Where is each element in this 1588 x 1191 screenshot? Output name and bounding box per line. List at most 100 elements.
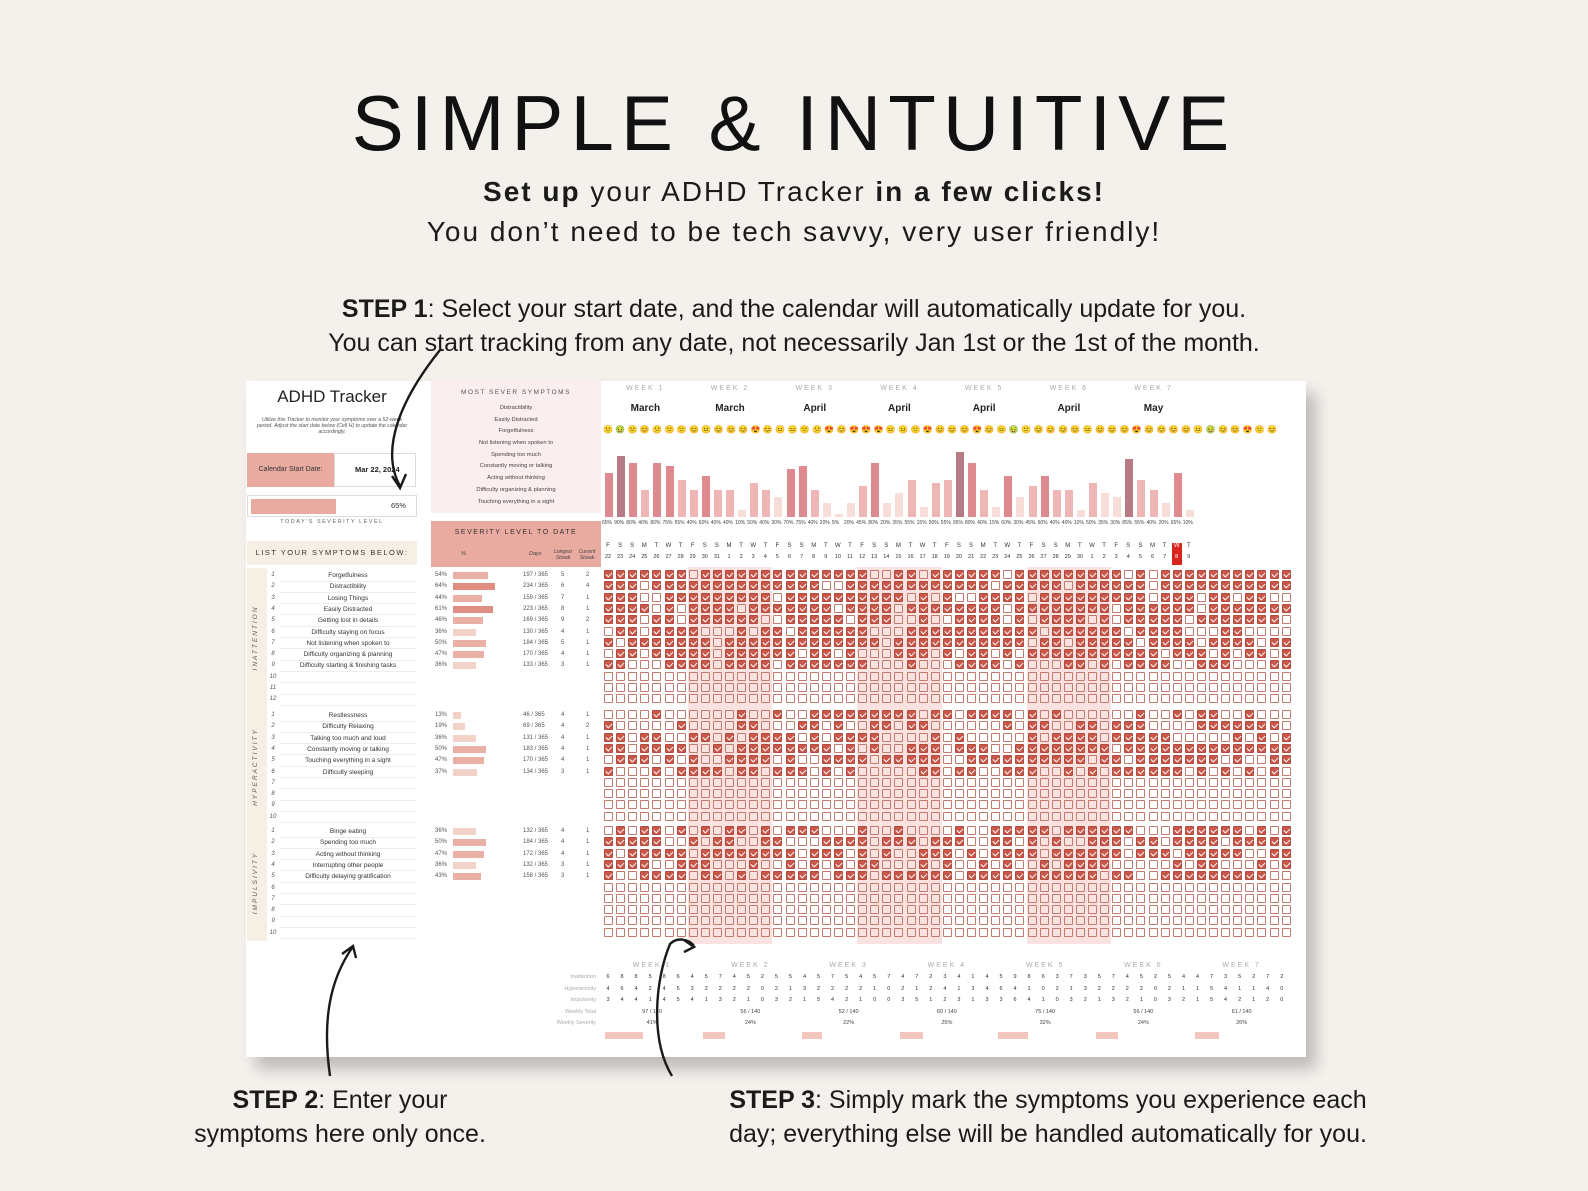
- day-checkbox[interactable]: [1124, 811, 1134, 821]
- day-checkbox[interactable]: [942, 848, 952, 858]
- day-checkbox[interactable]: [930, 649, 940, 659]
- day-checkbox[interactable]: [809, 916, 819, 926]
- day-checkbox[interactable]: [1003, 905, 1013, 915]
- day-checkbox[interactable]: [1184, 916, 1194, 926]
- day-checkbox[interactable]: [1039, 710, 1049, 719]
- day-checkbox[interactable]: [821, 615, 831, 625]
- day-checkbox[interactable]: [1088, 721, 1097, 731]
- day-checkbox[interactable]: [1124, 592, 1134, 602]
- day-checkbox[interactable]: [652, 826, 662, 835]
- day-checkbox[interactable]: [676, 871, 686, 881]
- day-checkbox[interactable]: [918, 837, 928, 847]
- day-checkbox[interactable]: [1148, 581, 1158, 591]
- day-checkbox[interactable]: [1209, 732, 1218, 742]
- day-checkbox[interactable]: [616, 927, 626, 937]
- day-checkbox[interactable]: [1184, 848, 1194, 858]
- day-checkbox[interactable]: [1221, 755, 1231, 765]
- day-checkbox[interactable]: [1196, 848, 1206, 858]
- day-checkbox[interactable]: [930, 882, 940, 892]
- day-checkbox[interactable]: [821, 732, 831, 742]
- day-checkbox[interactable]: [1003, 581, 1013, 591]
- day-checkbox[interactable]: [676, 848, 686, 858]
- day-checkbox[interactable]: [700, 603, 710, 613]
- day-checkbox[interactable]: [1088, 789, 1097, 799]
- day-checkbox[interactable]: [1233, 626, 1243, 636]
- day-checkbox[interactable]: [1281, 743, 1291, 753]
- day-checkbox[interactable]: [894, 732, 904, 742]
- day-checkbox[interactable]: [1088, 683, 1097, 692]
- day-checkbox[interactable]: [773, 660, 783, 670]
- day-checkbox[interactable]: [797, 683, 807, 692]
- day-checkbox[interactable]: [833, 826, 843, 835]
- day-checkbox[interactable]: [1015, 637, 1025, 647]
- day-checkbox[interactable]: [979, 871, 989, 881]
- day-checkbox[interactable]: [1257, 882, 1267, 892]
- day-checkbox[interactable]: [1027, 916, 1037, 926]
- day-checkbox[interactable]: [1233, 743, 1243, 753]
- day-checkbox[interactable]: [846, 637, 855, 647]
- day-checkbox[interactable]: [664, 893, 674, 903]
- day-checkbox[interactable]: [676, 811, 686, 821]
- day-checkbox[interactable]: [773, 615, 783, 625]
- day-checkbox[interactable]: [846, 811, 855, 821]
- day-checkbox[interactable]: [858, 837, 868, 847]
- day-checkbox[interactable]: [882, 859, 892, 869]
- day-checkbox[interactable]: [1051, 882, 1061, 892]
- day-checkbox[interactable]: [1124, 916, 1134, 926]
- day-checkbox[interactable]: [1075, 811, 1085, 821]
- day-checkbox[interactable]: [1027, 732, 1037, 742]
- day-checkbox[interactable]: [1257, 743, 1267, 753]
- day-checkbox[interactable]: [809, 732, 819, 742]
- day-checkbox[interactable]: [1257, 848, 1267, 858]
- day-checkbox[interactable]: [1221, 694, 1231, 704]
- day-checkbox[interactable]: [1160, 755, 1170, 765]
- day-checkbox[interactable]: [906, 893, 916, 903]
- day-checkbox[interactable]: [652, 766, 662, 776]
- day-checkbox[interactable]: [1233, 826, 1243, 835]
- day-checkbox[interactable]: [1112, 766, 1122, 776]
- day-checkbox[interactable]: [930, 859, 940, 869]
- day-checkbox[interactable]: [749, 848, 759, 858]
- day-checkbox[interactable]: [967, 615, 976, 625]
- day-checkbox[interactable]: [1269, 581, 1279, 591]
- day-checkbox[interactable]: [1100, 671, 1110, 681]
- day-checkbox[interactable]: [954, 811, 964, 821]
- day-checkbox[interactable]: [870, 570, 880, 579]
- day-checkbox[interactable]: [882, 603, 892, 613]
- day-checkbox[interactable]: [1136, 615, 1146, 625]
- day-checkbox[interactable]: [737, 882, 747, 892]
- day-checkbox[interactable]: [846, 848, 855, 858]
- day-checkbox[interactable]: [870, 837, 880, 847]
- day-checkbox[interactable]: [1209, 570, 1218, 579]
- day-checkbox[interactable]: [785, 837, 795, 847]
- day-checkbox[interactable]: [846, 826, 855, 835]
- day-checkbox[interactable]: [1027, 660, 1037, 670]
- day-checkbox[interactable]: [725, 826, 734, 835]
- day-checkbox[interactable]: [870, 581, 880, 591]
- day-checkbox[interactable]: [1184, 721, 1194, 731]
- day-checkbox[interactable]: [1003, 882, 1013, 892]
- day-checkbox[interactable]: [1257, 615, 1267, 625]
- day-checkbox[interactable]: [785, 694, 795, 704]
- day-checkbox[interactable]: [1281, 732, 1291, 742]
- day-checkbox[interactable]: [882, 777, 892, 787]
- day-checkbox[interactable]: [1184, 859, 1194, 869]
- day-checkbox[interactable]: [785, 905, 795, 915]
- day-checkbox[interactable]: [640, 570, 650, 579]
- day-checkbox[interactable]: [894, 882, 904, 892]
- day-checkbox[interactable]: [930, 671, 940, 681]
- day-checkbox[interactable]: [991, 916, 1001, 926]
- day-checkbox[interactable]: [809, 626, 819, 636]
- day-checkbox[interactable]: [616, 732, 626, 742]
- day-checkbox[interactable]: [1281, 916, 1291, 926]
- day-checkbox[interactable]: [1124, 637, 1134, 647]
- day-checkbox[interactable]: [1003, 755, 1013, 765]
- day-checkbox[interactable]: [1221, 603, 1231, 613]
- day-checkbox[interactable]: [1257, 592, 1267, 602]
- day-checkbox[interactable]: [918, 649, 928, 659]
- day-checkbox[interactable]: [785, 743, 795, 753]
- day-checkbox[interactable]: [1124, 882, 1134, 892]
- day-checkbox[interactable]: [616, 916, 626, 926]
- day-checkbox[interactable]: [894, 916, 904, 926]
- day-checkbox[interactable]: [1039, 800, 1049, 810]
